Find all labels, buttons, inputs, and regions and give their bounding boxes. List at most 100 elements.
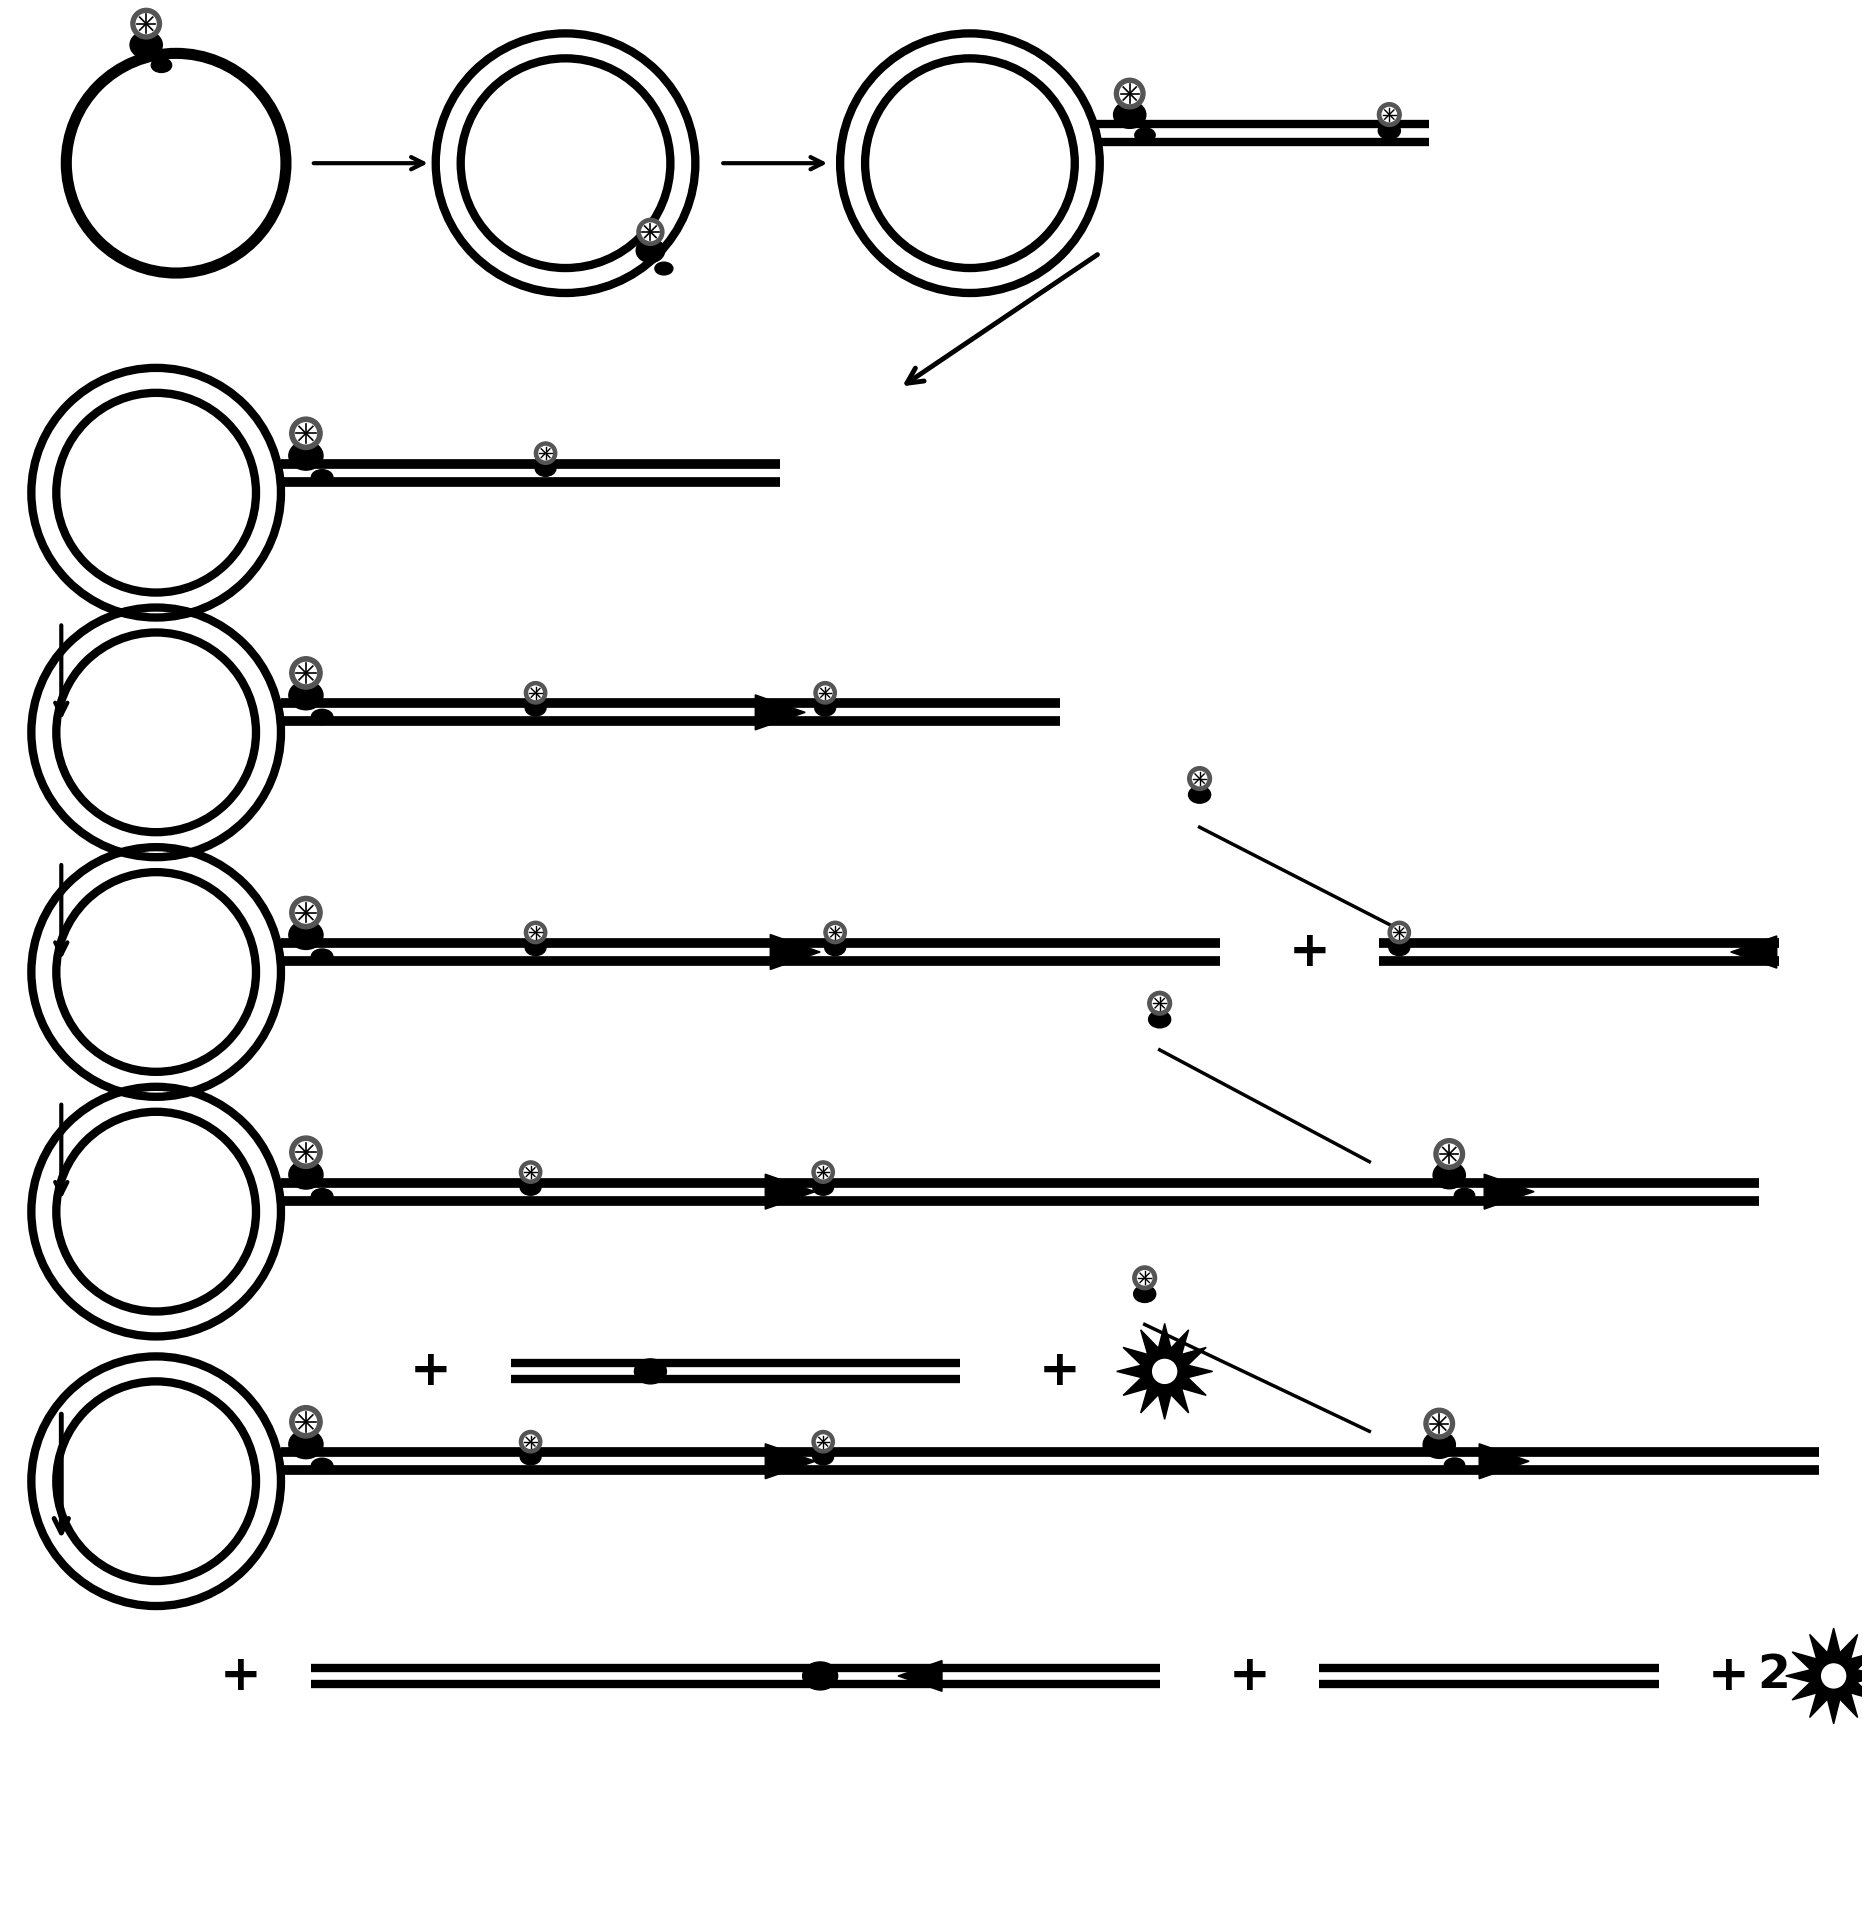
- Ellipse shape: [311, 1459, 333, 1474]
- Ellipse shape: [130, 31, 162, 58]
- Circle shape: [535, 442, 557, 465]
- Ellipse shape: [525, 700, 546, 717]
- Polygon shape: [755, 696, 805, 730]
- Ellipse shape: [1189, 786, 1211, 803]
- Circle shape: [1120, 85, 1140, 104]
- Circle shape: [296, 1142, 317, 1163]
- Circle shape: [520, 1430, 542, 1453]
- Circle shape: [641, 223, 660, 240]
- Ellipse shape: [151, 58, 171, 73]
- Circle shape: [1440, 1144, 1459, 1165]
- Circle shape: [1153, 1359, 1177, 1384]
- Circle shape: [829, 926, 842, 940]
- Circle shape: [814, 682, 836, 703]
- Circle shape: [1392, 926, 1407, 940]
- Circle shape: [291, 417, 322, 450]
- Ellipse shape: [803, 1663, 838, 1689]
- Ellipse shape: [289, 680, 322, 709]
- Ellipse shape: [289, 442, 322, 471]
- Ellipse shape: [635, 238, 665, 263]
- Circle shape: [816, 1165, 829, 1178]
- Ellipse shape: [520, 1180, 540, 1195]
- Ellipse shape: [311, 949, 333, 965]
- Circle shape: [291, 657, 322, 690]
- Text: +: +: [1040, 1347, 1081, 1395]
- Ellipse shape: [1114, 102, 1146, 129]
- Ellipse shape: [289, 921, 322, 949]
- Circle shape: [816, 1436, 829, 1449]
- Circle shape: [1133, 1267, 1157, 1290]
- Ellipse shape: [289, 1161, 322, 1190]
- Polygon shape: [1485, 1174, 1533, 1209]
- Ellipse shape: [1423, 1432, 1455, 1459]
- Polygon shape: [1479, 1443, 1530, 1478]
- Ellipse shape: [1379, 123, 1401, 138]
- Ellipse shape: [1390, 940, 1410, 955]
- Ellipse shape: [289, 1430, 322, 1459]
- Circle shape: [529, 686, 542, 700]
- Circle shape: [1382, 108, 1397, 121]
- Circle shape: [1138, 1270, 1151, 1286]
- Circle shape: [637, 219, 663, 246]
- Circle shape: [1192, 771, 1207, 786]
- Text: +: +: [410, 1347, 451, 1395]
- Circle shape: [1822, 1664, 1846, 1688]
- Text: +: +: [1708, 1651, 1749, 1699]
- Ellipse shape: [812, 1180, 833, 1195]
- Ellipse shape: [311, 1188, 333, 1203]
- Polygon shape: [1731, 936, 1777, 969]
- Circle shape: [818, 686, 833, 700]
- Ellipse shape: [1433, 1161, 1466, 1190]
- Text: +: +: [1289, 928, 1330, 976]
- Circle shape: [1114, 79, 1146, 110]
- Circle shape: [136, 13, 156, 33]
- Polygon shape: [769, 934, 820, 969]
- Ellipse shape: [814, 700, 835, 717]
- Circle shape: [1388, 921, 1410, 944]
- Circle shape: [296, 663, 317, 684]
- Ellipse shape: [1444, 1459, 1464, 1472]
- Circle shape: [812, 1161, 835, 1184]
- Ellipse shape: [656, 261, 673, 275]
- Polygon shape: [766, 1174, 816, 1209]
- Circle shape: [524, 1165, 537, 1178]
- Text: 2: 2: [1757, 1653, 1790, 1699]
- Circle shape: [524, 682, 546, 703]
- Text: +: +: [220, 1651, 263, 1699]
- Circle shape: [812, 1430, 835, 1453]
- Circle shape: [1377, 102, 1401, 127]
- Circle shape: [1423, 1409, 1455, 1440]
- Circle shape: [291, 896, 322, 928]
- Circle shape: [524, 1436, 537, 1449]
- Polygon shape: [766, 1443, 816, 1478]
- Ellipse shape: [635, 1359, 667, 1384]
- Ellipse shape: [825, 940, 846, 955]
- Ellipse shape: [525, 940, 546, 955]
- Ellipse shape: [1149, 1011, 1170, 1028]
- Circle shape: [296, 423, 317, 444]
- Ellipse shape: [535, 461, 555, 477]
- Circle shape: [524, 921, 546, 944]
- Ellipse shape: [812, 1449, 833, 1465]
- Circle shape: [1189, 767, 1211, 790]
- Circle shape: [296, 901, 317, 923]
- Circle shape: [529, 926, 542, 940]
- Circle shape: [1429, 1413, 1449, 1434]
- Circle shape: [291, 1405, 322, 1438]
- Circle shape: [130, 8, 162, 38]
- Circle shape: [296, 1411, 317, 1432]
- Ellipse shape: [1135, 129, 1155, 142]
- Circle shape: [520, 1161, 542, 1184]
- Circle shape: [538, 446, 551, 459]
- Ellipse shape: [520, 1449, 540, 1465]
- Ellipse shape: [311, 709, 333, 725]
- Ellipse shape: [311, 469, 333, 484]
- Circle shape: [1153, 996, 1166, 1011]
- Polygon shape: [1116, 1324, 1213, 1418]
- Ellipse shape: [1135, 1286, 1155, 1303]
- Circle shape: [1435, 1138, 1464, 1169]
- Polygon shape: [898, 1661, 943, 1691]
- Text: +: +: [1230, 1651, 1271, 1699]
- Circle shape: [1148, 992, 1172, 1015]
- Circle shape: [823, 921, 846, 944]
